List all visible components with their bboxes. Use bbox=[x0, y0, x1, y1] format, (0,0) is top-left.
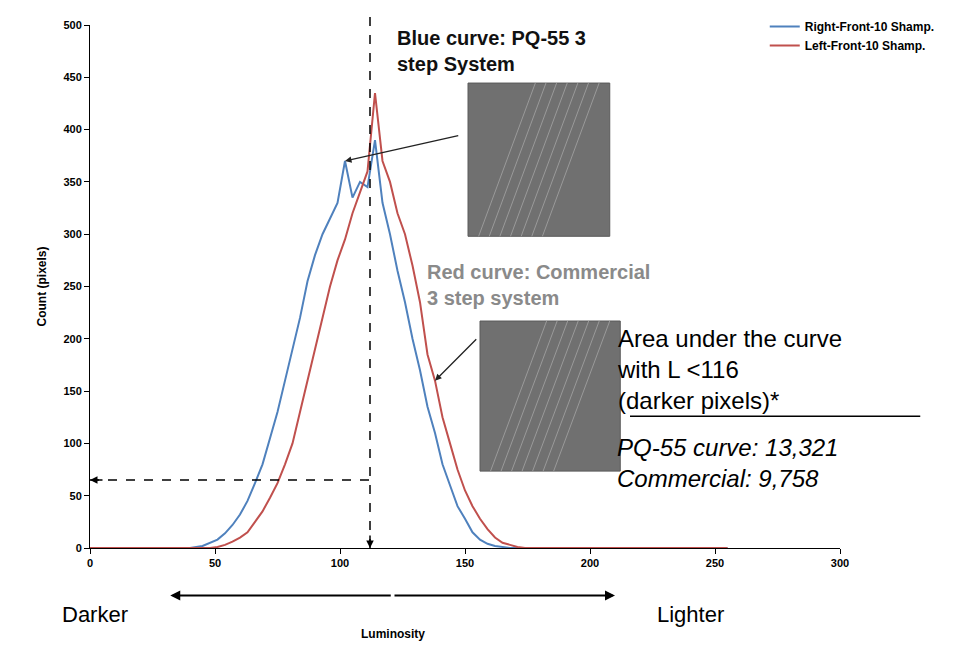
svg-text:450: 450 bbox=[63, 71, 81, 83]
svg-text:Area under the curvewith L <11: Area under the curvewith L <116(darker p… bbox=[617, 325, 842, 414]
svg-text:150: 150 bbox=[63, 385, 81, 397]
svg-text:Count (pixels): Count (pixels) bbox=[35, 246, 49, 326]
svg-text:Red curve: Commercial3 step sy: Red curve: Commercial3 step system bbox=[427, 261, 650, 309]
svg-text:50: 50 bbox=[209, 557, 221, 569]
svg-text:100: 100 bbox=[331, 557, 349, 569]
svg-text:250: 250 bbox=[63, 280, 81, 292]
svg-text:Darker: Darker bbox=[62, 602, 128, 627]
svg-text:100: 100 bbox=[63, 437, 81, 449]
svg-text:Left-Front-10 Shamp.: Left-Front-10 Shamp. bbox=[805, 39, 926, 53]
svg-text:350: 350 bbox=[63, 176, 81, 188]
svg-text:500: 500 bbox=[63, 19, 81, 31]
svg-text:0: 0 bbox=[76, 542, 82, 554]
svg-text:0: 0 bbox=[87, 557, 93, 569]
svg-text:200: 200 bbox=[63, 333, 81, 345]
svg-text:Right-Front-10 Shamp.: Right-Front-10 Shamp. bbox=[805, 20, 934, 34]
svg-text:200: 200 bbox=[581, 557, 599, 569]
svg-text:Blue curve: PQ-55 3step System: Blue curve: PQ-55 3step System bbox=[397, 27, 586, 75]
svg-text:Lighter: Lighter bbox=[657, 602, 724, 627]
svg-text:300: 300 bbox=[831, 557, 849, 569]
svg-text:300: 300 bbox=[63, 228, 81, 240]
svg-text:150: 150 bbox=[456, 557, 474, 569]
svg-text:Luminosity: Luminosity bbox=[361, 627, 425, 641]
svg-text:250: 250 bbox=[706, 557, 724, 569]
svg-text:400: 400 bbox=[63, 123, 81, 135]
svg-text:50: 50 bbox=[70, 490, 82, 502]
svg-text:PQ-55 curve: 13,321Commercial:: PQ-55 curve: 13,321Commercial: 9,758 bbox=[617, 434, 838, 492]
